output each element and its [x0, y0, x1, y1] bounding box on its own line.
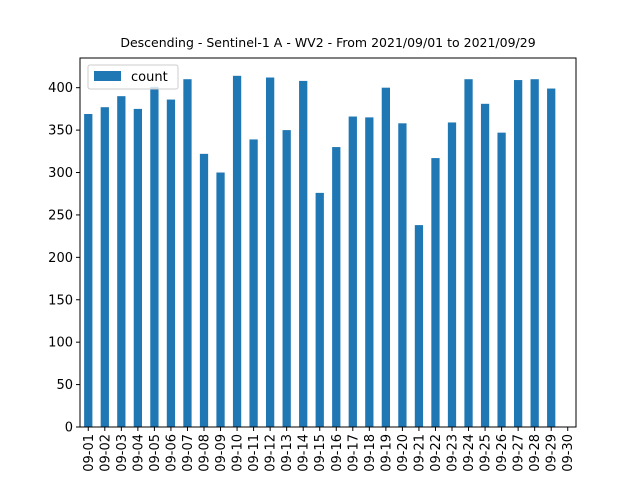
x-tick-label: 09-03 [115, 434, 130, 472]
y-tick-label: 150 [48, 293, 73, 308]
chart-title: Descending - Sentinel-1 A - WV2 - From 2… [120, 35, 535, 50]
x-tick-label: 09-06 [164, 434, 179, 472]
x-tick-label: 09-14 [297, 434, 312, 472]
bar-09-13 [282, 130, 291, 427]
x-tick-label: 09-09 [214, 434, 229, 472]
bar-09-19 [381, 87, 390, 428]
bar-09-23 [447, 122, 457, 427]
legend: count [87, 64, 179, 90]
bar-09-10 [232, 75, 242, 428]
y-tick-label: 250 [48, 208, 73, 223]
x-tick-label: 09-01 [82, 434, 97, 472]
bar-09-15 [315, 192, 324, 427]
x-tick-label: 09-20 [396, 434, 411, 472]
bar-09-02 [100, 107, 109, 427]
bar-09-04 [133, 108, 142, 428]
bar-09-14 [299, 80, 308, 428]
x-tick-label: 09-16 [330, 434, 345, 472]
x-tick-label: 09-12 [264, 434, 279, 472]
x-tick-label: 09-21 [412, 434, 427, 472]
x-tick-label: 09-28 [528, 434, 543, 472]
bar-09-05 [150, 86, 159, 428]
bar-09-28 [530, 79, 539, 427]
bar-09-29 [547, 88, 556, 427]
bar-09-18 [365, 117, 374, 428]
x-tick-label: 09-05 [148, 434, 163, 472]
bar-09-08 [199, 153, 209, 428]
x-tick-label: 09-27 [512, 434, 527, 472]
y-tick-label: 300 [48, 166, 73, 181]
x-tick-label: 09-08 [198, 434, 213, 472]
bar-09-09 [216, 172, 225, 427]
x-tick-label: 09-18 [363, 434, 378, 472]
y-tick-label: 350 [48, 124, 73, 139]
x-tick-label: 09-22 [429, 434, 444, 472]
x-tick-label: 09-07 [181, 434, 196, 472]
x-tick-label: 09-11 [247, 434, 262, 472]
x-tick-label: 09-25 [479, 434, 494, 472]
x-tick-label: 09-15 [313, 434, 328, 472]
bar-09-27 [514, 80, 523, 427]
bar-09-21 [414, 225, 424, 427]
bar-09-16 [332, 147, 341, 427]
legend-swatch [94, 71, 121, 81]
x-tick-label: 09-23 [446, 434, 461, 472]
y-tick-label: 200 [48, 251, 73, 266]
bar-09-07 [183, 79, 192, 427]
y-tick-label: 400 [48, 81, 73, 96]
x-tick-label: 09-13 [280, 434, 295, 472]
x-tick-label: 09-19 [379, 434, 394, 472]
bar-09-17 [348, 116, 357, 427]
bar-09-11 [249, 139, 258, 427]
x-tick-label: 09-24 [462, 434, 477, 472]
bar-09-01 [84, 113, 93, 427]
x-axis: 09-01 09-02 09-03 09-04 09-05 09-06 09-07 09-08… [82, 427, 576, 472]
x-tick-label: 09-26 [495, 434, 510, 472]
y-tick-label: 0 [65, 421, 73, 436]
bar-09-24 [464, 79, 473, 427]
x-tick-label: 09-02 [98, 434, 113, 472]
y-tick-label: 100 [48, 336, 73, 351]
y-axis: 0 50 100 150 200 250 300 350 400 [48, 81, 80, 436]
bar-09-22 [431, 158, 440, 427]
bar-09-06 [166, 99, 176, 427]
legend-label: count [131, 70, 168, 85]
x-tick-label: 09-29 [545, 434, 560, 472]
x-tick-label: 09-10 [231, 434, 246, 472]
x-tick-label: 09-04 [131, 434, 146, 472]
bars-group [84, 75, 556, 428]
bar-09-26 [497, 132, 506, 428]
bar-09-25 [480, 103, 490, 428]
x-tick-label: 09-17 [346, 434, 361, 472]
bar-09-12 [266, 77, 275, 427]
bar-09-20 [398, 123, 407, 428]
x-tick-label: 09-30 [561, 434, 576, 472]
axes-frame [79, 57, 577, 428]
y-tick-label: 50 [56, 378, 73, 393]
bar-09-03 [117, 96, 126, 427]
